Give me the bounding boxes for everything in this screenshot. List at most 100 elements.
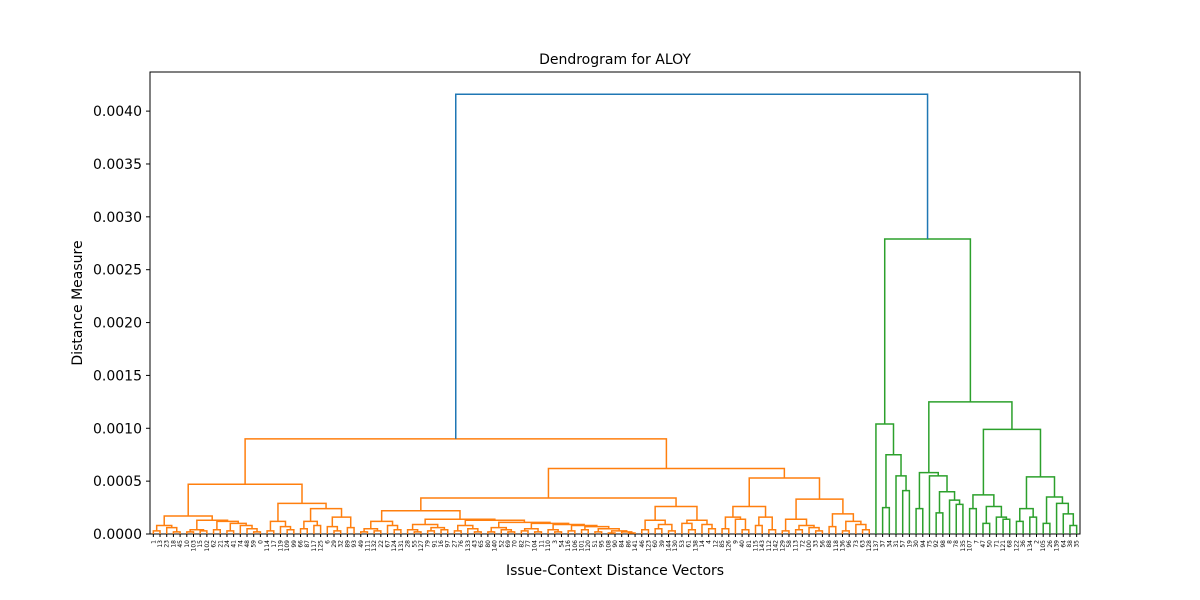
link xyxy=(748,477,821,507)
link xyxy=(507,531,516,534)
link xyxy=(768,529,777,534)
link xyxy=(490,526,508,532)
link xyxy=(657,523,673,531)
leaf-label: 132 xyxy=(371,540,378,552)
leaf-label: 105 xyxy=(1040,540,1047,552)
link xyxy=(244,438,668,485)
leaf-label: 2 xyxy=(1034,540,1041,544)
leaf-label: 100 xyxy=(806,540,813,552)
link xyxy=(918,471,939,509)
link xyxy=(172,531,181,534)
y-tick-label: 0.0030 xyxy=(93,210,142,226)
link xyxy=(580,529,589,534)
leaf-label: 123 xyxy=(645,540,652,552)
link xyxy=(1045,496,1064,524)
link xyxy=(935,512,944,534)
link xyxy=(808,526,820,534)
leaf-label: 131 xyxy=(398,540,405,552)
leaf-label: 32 xyxy=(338,540,345,548)
leaf-label: 136 xyxy=(839,540,846,552)
link xyxy=(473,531,482,534)
leaf-label: 36 xyxy=(1020,540,1027,548)
leaf-label: 120 xyxy=(585,540,592,552)
leaf-label: 97 xyxy=(445,540,452,548)
leaf-label: 27 xyxy=(451,540,458,548)
leaf-label: 79 xyxy=(425,540,432,548)
link xyxy=(654,527,663,534)
link xyxy=(186,531,195,534)
leaf-label: 144 xyxy=(666,540,673,552)
leaf-label: 119 xyxy=(277,540,284,552)
leaf-label: 8 xyxy=(947,540,954,544)
leaf-label: 126 xyxy=(726,540,733,552)
leaf-label: 86 xyxy=(625,540,632,548)
leaf-label: 4 xyxy=(706,540,713,544)
link xyxy=(279,525,292,534)
leaf-label: 49 xyxy=(358,540,365,548)
link xyxy=(794,529,804,534)
leaf-label: 101 xyxy=(579,540,586,552)
link xyxy=(440,529,449,534)
link xyxy=(845,520,862,531)
link xyxy=(895,475,907,534)
leaf-label: 81 xyxy=(746,540,753,548)
leaf-label: 45 xyxy=(177,540,184,548)
link xyxy=(239,524,253,534)
link xyxy=(1025,476,1056,509)
leaf-label: 60 xyxy=(652,540,659,548)
y-tick-label: 0.0015 xyxy=(93,368,142,384)
link xyxy=(831,513,855,527)
link xyxy=(554,531,563,534)
leaf-label: 98 xyxy=(940,540,947,548)
link xyxy=(533,531,543,534)
leaf-label: 19 xyxy=(906,540,913,548)
leaf-label: 0 xyxy=(257,540,264,544)
leaf-label: 139 xyxy=(1054,540,1061,552)
leaf-label: 71 xyxy=(993,540,1000,548)
leaf-label: 118 xyxy=(833,540,840,552)
y-tick-label: 0.0040 xyxy=(93,104,142,120)
link xyxy=(360,531,369,534)
leaf-label: 70 xyxy=(512,540,519,548)
link xyxy=(229,522,247,531)
link xyxy=(985,505,1003,524)
leaf-label: 130 xyxy=(672,540,679,552)
leaf-label: 46 xyxy=(639,540,646,548)
leaf-label: 29 xyxy=(331,540,338,548)
link xyxy=(1015,520,1024,534)
link xyxy=(252,531,262,534)
leaf-label: 12 xyxy=(712,540,719,548)
leaf-label: 94 xyxy=(920,540,927,548)
leaf-label: 91 xyxy=(431,540,438,548)
link xyxy=(641,529,650,534)
y-axis-label: Distance Measure xyxy=(70,240,86,365)
leaf-label: 143 xyxy=(759,540,766,552)
link xyxy=(928,401,1013,473)
leaf-label: 90 xyxy=(612,540,619,548)
link xyxy=(734,518,747,534)
y-tick-label: 0.0000 xyxy=(93,527,142,543)
leaf-label: 39 xyxy=(659,540,666,548)
y-tick-label: 0.0005 xyxy=(93,474,142,490)
leaf-label: 82 xyxy=(518,540,525,548)
leaf-label: 14 xyxy=(699,540,706,548)
link xyxy=(875,423,895,534)
link xyxy=(1069,524,1078,534)
leaf-label: 23 xyxy=(164,540,171,548)
link xyxy=(212,529,222,534)
link xyxy=(487,531,496,534)
link xyxy=(995,516,1008,534)
link xyxy=(530,522,570,529)
link xyxy=(594,531,603,534)
leaf-label: 108 xyxy=(605,540,612,552)
leaf-label: 13 xyxy=(157,540,164,548)
link xyxy=(861,529,870,534)
link xyxy=(498,521,551,528)
leaf-label: 57 xyxy=(900,540,907,548)
leaf-label: 122 xyxy=(1013,540,1020,552)
leaf-label: 124 xyxy=(391,540,398,552)
leaf-label: 69 xyxy=(505,540,512,548)
leaf-label: 28 xyxy=(405,540,412,548)
leaf-label: 10 xyxy=(184,540,191,548)
leaf-label: 30 xyxy=(913,540,920,548)
